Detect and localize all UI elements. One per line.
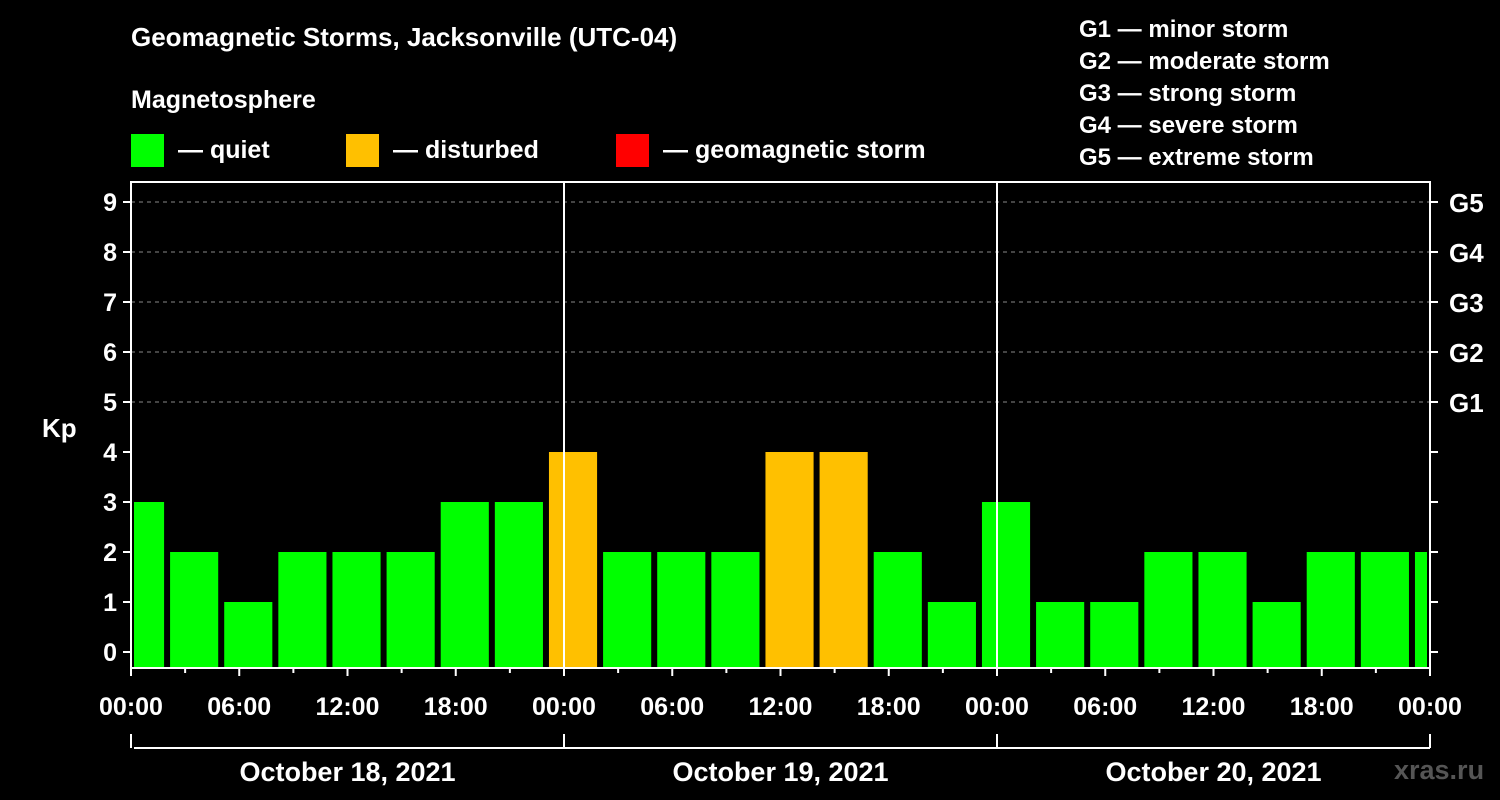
right-tick-label: G4 bbox=[1449, 238, 1484, 268]
kp-bar bbox=[927, 602, 976, 668]
kp-bar bbox=[134, 502, 165, 668]
storm-scale-legend: G1 — minor storm G2 — moderate storm G3 … bbox=[1079, 14, 1330, 174]
legend-storm-label: — geomagnetic storm bbox=[663, 135, 926, 164]
legend-disturbed-swatch bbox=[346, 133, 379, 167]
y-tick-label: 6 bbox=[103, 339, 117, 367]
x-tick-label: 00:00 bbox=[1398, 693, 1462, 721]
kp-bar bbox=[711, 552, 760, 668]
day-label: October 19, 2021 bbox=[672, 757, 888, 787]
x-tick-label: 00:00 bbox=[99, 693, 163, 721]
y-tick-label: 7 bbox=[103, 289, 117, 317]
kp-bar bbox=[873, 552, 922, 668]
y-axis-label: Kp bbox=[42, 413, 77, 443]
x-tick-label: 06:00 bbox=[640, 693, 704, 721]
kp-bar bbox=[1144, 552, 1193, 668]
y-tick-label: 2 bbox=[103, 539, 117, 567]
y-tick-label: 9 bbox=[103, 189, 117, 217]
kp-bar bbox=[386, 552, 435, 668]
kp-bar bbox=[278, 552, 327, 668]
legend-quiet-label: — quiet bbox=[178, 135, 270, 164]
chart-subtitle: Magnetosphere bbox=[131, 86, 316, 114]
legend-storm-swatch bbox=[616, 133, 649, 167]
kp-bar bbox=[494, 502, 543, 668]
x-tick-label: 06:00 bbox=[207, 693, 271, 721]
x-tick-label: 12:00 bbox=[316, 693, 380, 721]
chart-title: Geomagnetic Storms, Jacksonville (UTC-04… bbox=[131, 22, 678, 52]
y-tick-label: 4 bbox=[103, 439, 117, 467]
y-tick-label: 0 bbox=[103, 639, 117, 667]
kp-bar bbox=[981, 502, 1031, 668]
kp-bar bbox=[1360, 552, 1409, 668]
kp-bar bbox=[819, 452, 868, 668]
kp-bar bbox=[170, 552, 219, 668]
x-tick-label: 12:00 bbox=[1182, 693, 1246, 721]
kp-bar bbox=[1306, 552, 1355, 668]
legend-disturbed: — disturbed bbox=[346, 133, 539, 167]
storm-scale-g3: G3 — strong storm bbox=[1079, 80, 1297, 107]
legend-quiet: — quiet bbox=[131, 133, 270, 167]
legend-storm: — geomagnetic storm bbox=[616, 133, 926, 167]
x-tick-label: 00:00 bbox=[532, 693, 596, 721]
y-tick-label: 3 bbox=[103, 489, 117, 517]
x-tick-label: 18:00 bbox=[857, 693, 921, 721]
kp-bar bbox=[1036, 602, 1085, 668]
kp-bar bbox=[332, 552, 381, 668]
kp-bar bbox=[603, 552, 652, 668]
y-tick-label: 5 bbox=[103, 389, 117, 417]
storm-scale-g4: G4 — severe storm bbox=[1079, 112, 1298, 139]
x-tick-label: 00:00 bbox=[965, 693, 1029, 721]
kp-bar bbox=[1198, 552, 1247, 668]
right-tick-label: G2 bbox=[1449, 338, 1484, 368]
kp-bar bbox=[1252, 602, 1301, 668]
legend-quiet-swatch bbox=[131, 133, 164, 167]
day-label: October 20, 2021 bbox=[1105, 757, 1321, 787]
kp-bar bbox=[548, 452, 598, 668]
kp-bar bbox=[765, 452, 814, 668]
kp-bar bbox=[1414, 552, 1427, 668]
x-tick-label: 06:00 bbox=[1073, 693, 1137, 721]
storm-scale-g2: G2 — moderate storm bbox=[1079, 48, 1330, 75]
x-tick-label: 18:00 bbox=[424, 693, 488, 721]
kp-bar bbox=[657, 552, 706, 668]
storm-scale-g1: G1 — minor storm bbox=[1079, 16, 1289, 43]
right-tick-label: G3 bbox=[1449, 288, 1484, 318]
day-label: October 18, 2021 bbox=[239, 757, 455, 787]
kp-bar bbox=[1090, 602, 1139, 668]
kp-bar bbox=[224, 602, 273, 668]
right-tick-label: G1 bbox=[1449, 388, 1484, 418]
legend-disturbed-label: — disturbed bbox=[393, 135, 539, 164]
right-tick-label: G5 bbox=[1449, 188, 1484, 218]
storm-scale-g5: G5 — extreme storm bbox=[1079, 144, 1314, 171]
watermark: xras.ru bbox=[1394, 755, 1485, 785]
y-tick-label: 8 bbox=[103, 239, 117, 267]
x-tick-label: 18:00 bbox=[1290, 693, 1354, 721]
y-tick-label: 1 bbox=[103, 589, 117, 617]
x-tick-label: 12:00 bbox=[749, 693, 813, 721]
kp-bar bbox=[440, 502, 489, 668]
